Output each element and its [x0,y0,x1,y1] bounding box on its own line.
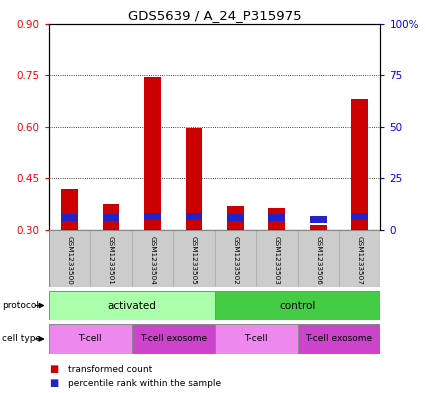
Text: GSM1233507: GSM1233507 [357,235,363,285]
Bar [61,215,78,221]
Bar [215,230,256,287]
Bar [269,215,285,221]
Bar [227,215,244,221]
Bar [186,129,202,230]
Bar [90,230,132,287]
Bar [132,230,173,287]
Bar [310,225,326,230]
Bar [61,189,78,230]
Bar [49,291,215,320]
Bar [215,291,380,320]
Bar [298,230,339,287]
Bar [339,230,380,287]
Text: GSM1233500: GSM1233500 [67,235,73,285]
Bar [256,230,298,287]
Text: control: control [279,301,316,310]
Text: activated: activated [107,301,156,310]
Text: T-cell exosome: T-cell exosome [306,334,372,343]
Text: GSM1233504: GSM1233504 [150,235,156,285]
Bar [351,99,368,230]
Bar [269,208,285,230]
Text: transformed count: transformed count [68,365,152,374]
Bar [186,213,202,220]
Text: ■: ■ [49,378,58,388]
Text: GSM1233503: GSM1233503 [274,235,280,285]
Bar [351,213,368,220]
Title: GDS5639 / A_24_P315975: GDS5639 / A_24_P315975 [128,9,301,22]
Bar [227,206,244,230]
Bar [132,324,215,354]
Bar [49,230,90,287]
Bar [310,216,326,223]
Text: ■: ■ [49,364,58,375]
Text: T-cell: T-cell [244,334,268,343]
Bar [144,213,161,220]
Text: protocol: protocol [2,301,39,310]
Text: percentile rank within the sample: percentile rank within the sample [68,379,221,387]
Text: T-cell exosome: T-cell exosome [140,334,207,343]
Text: GSM1233501: GSM1233501 [108,235,114,285]
Text: cell type: cell type [2,334,41,343]
Bar [103,204,119,230]
Text: GSM1233502: GSM1233502 [232,235,238,285]
Bar [215,324,298,354]
Bar [103,215,119,221]
Bar [173,230,215,287]
Bar [49,324,132,354]
Bar [144,77,161,230]
Text: GSM1233505: GSM1233505 [191,235,197,285]
Text: GSM1233506: GSM1233506 [315,235,321,285]
Text: T-cell: T-cell [79,334,102,343]
Bar [298,324,380,354]
